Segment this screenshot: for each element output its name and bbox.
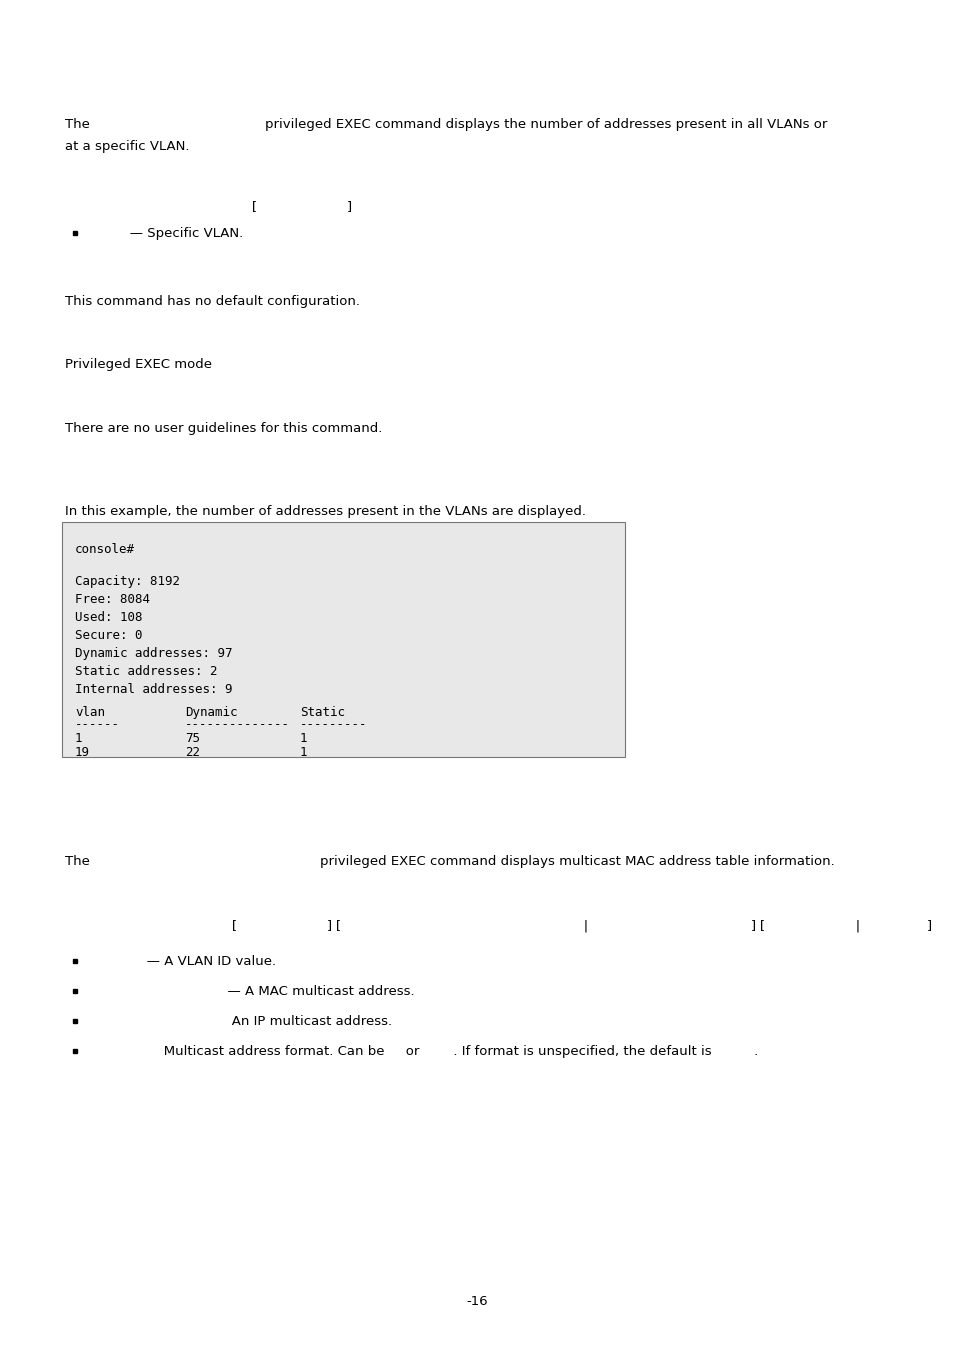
Text: console#: console# [75, 543, 135, 556]
Text: Static addresses: 2: Static addresses: 2 [75, 666, 217, 678]
Text: — A MAC multicast address.: — A MAC multicast address. [100, 986, 415, 998]
Text: ------: ------ [75, 718, 120, 730]
Text: 1: 1 [75, 732, 82, 745]
Text: Dynamic addresses: 97: Dynamic addresses: 97 [75, 647, 233, 660]
Text: The: The [65, 855, 90, 868]
Text: In this example, the number of addresses present in the VLANs are displayed.: In this example, the number of addresses… [65, 505, 585, 518]
Text: Privileged EXEC mode: Privileged EXEC mode [65, 358, 212, 371]
Text: Dynamic: Dynamic [185, 706, 237, 720]
Text: Multicast address format. Can be     or        . If format is unspecified, the d: Multicast address format. Can be or . If… [100, 1045, 758, 1058]
Text: An IP multicast address.: An IP multicast address. [100, 1015, 392, 1027]
Text: There are no user guidelines for this command.: There are no user guidelines for this co… [65, 423, 382, 435]
Text: Static: Static [299, 706, 345, 720]
Text: 22: 22 [185, 747, 200, 759]
Text: [           ]: [ ] [250, 200, 354, 213]
Text: — A VLAN ID value.: — A VLAN ID value. [100, 954, 275, 968]
Text: -16: -16 [466, 1295, 487, 1308]
Bar [62, 522, 624, 757]
Text: Free: 8084: Free: 8084 [75, 593, 150, 606]
Text: privileged EXEC command displays multicast MAC address table information.: privileged EXEC command displays multica… [319, 855, 834, 868]
Text: 19: 19 [75, 747, 90, 759]
Text: — Specific VLAN.: — Specific VLAN. [100, 227, 243, 240]
Text: This command has no default configuration.: This command has no default configuratio… [65, 296, 359, 308]
Text: 1: 1 [299, 747, 307, 759]
Text: vlan: vlan [75, 706, 105, 720]
Text: Used: 108: Used: 108 [75, 612, 142, 624]
Text: at a specific VLAN.: at a specific VLAN. [65, 140, 190, 153]
Text: Secure: 0: Secure: 0 [75, 629, 142, 643]
Text: privileged EXEC command displays the number of addresses present in all VLANs or: privileged EXEC command displays the num… [265, 117, 826, 131]
Text: 1: 1 [299, 732, 307, 745]
Text: The: The [65, 117, 90, 131]
Text: [           ][                              |                    ][           | : [ ][ | ][ | [230, 919, 933, 933]
Text: Internal addresses: 9: Internal addresses: 9 [75, 683, 233, 697]
Text: --------------: -------------- [185, 718, 290, 730]
Text: 75: 75 [185, 732, 200, 745]
Text: Capacity: 8192: Capacity: 8192 [75, 575, 180, 589]
Text: ---------: --------- [299, 718, 367, 730]
